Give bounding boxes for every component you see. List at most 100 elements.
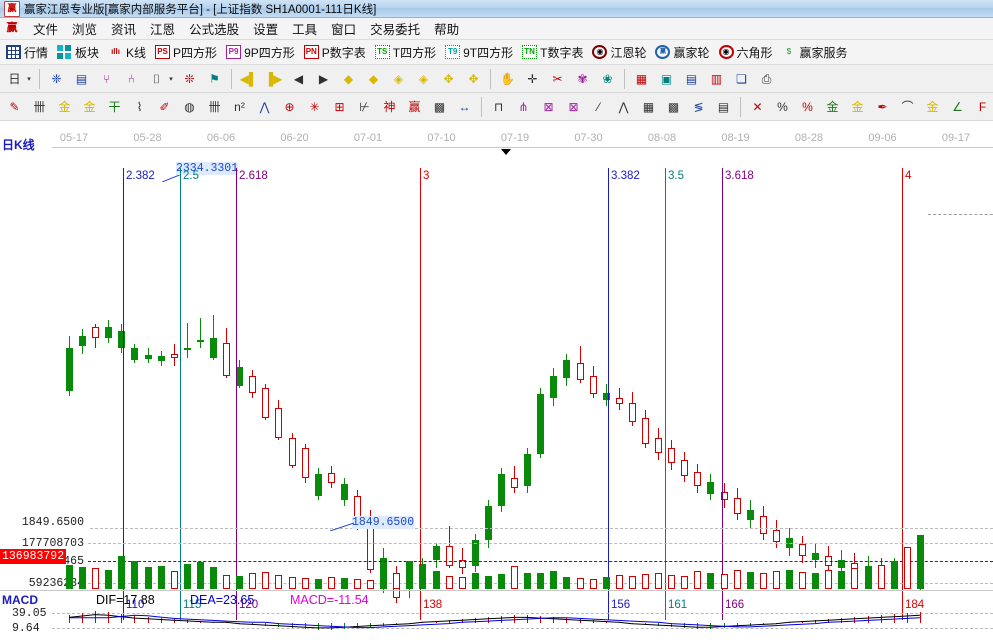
f-icon[interactable]: F [978,99,987,114]
feature-kline[interactable]: ıllı K线 [108,44,146,61]
gold2-icon[interactable]: 金 [926,99,939,114]
feature-t9[interactable]: T9 9T四方形 [445,44,513,61]
arrows-icon[interactable]: ↔ [458,99,471,114]
hand-icon[interactable]: ✋ [500,71,515,86]
shen-icon[interactable]: 神 [383,99,396,114]
menu-item-0[interactable]: 文件 [33,23,59,37]
gold-scale1-icon[interactable]: 金 [58,99,71,114]
channel-icon[interactable]: ⊬ [359,99,370,114]
calculator-icon[interactable]: ▣ [660,71,673,86]
next-icon[interactable]: ▶ [318,71,329,86]
feature-ps[interactable]: PS P四方形 [155,44,217,61]
macd-panel[interactable]: MACD DIF=17.88 DEA=23.65 MACD=-11.54 39.… [0,590,993,639]
matrix-icon[interactable]: ▩ [433,99,446,114]
save-icon[interactable]: ▥ [710,71,723,86]
calendar-icon[interactable]: ▦ [635,71,648,86]
grid-dark-icon[interactable]: ▩ [667,99,680,114]
fan-icon[interactable]: ⋀ [259,99,270,114]
period-day-button[interactable]: 日 [8,71,21,86]
ying-icon[interactable]: 赢 [408,99,421,114]
feature-pn[interactable]: PN P数字表 [303,44,366,61]
menu-item-1[interactable]: 浏览 [72,23,98,37]
pen2-icon[interactable]: ✐ [159,99,170,114]
arc-icon[interactable]: ⌒ [901,99,914,114]
zoom-right-icon[interactable]: ◆ [368,71,379,86]
print-icon[interactable]: ⎙ [761,71,772,86]
expand-icon[interactable]: ✥ [443,71,454,86]
gann-grid-icon[interactable]: ⊞ [334,99,345,114]
first-page-icon[interactable]: ◀▌ [239,71,258,86]
web-icon[interactable]: ✳ [309,99,320,114]
nsquared-icon[interactable]: n² [234,99,245,114]
feature-tn[interactable]: TN T数字表 [522,44,583,61]
zoom-left-icon[interactable]: ◆ [343,71,354,86]
pen3-icon[interactable]: ✒ [877,99,888,114]
gann-vertical-line-166[interactable] [722,168,723,620]
feature-p9[interactable]: P9 9P四方形 [226,44,295,61]
prev-icon[interactable]: ◀ [293,71,304,86]
rect-icon[interactable]: ⊓ [493,99,504,114]
box-fan-icon[interactable]: ⊠ [543,99,554,114]
grid-lines2-icon[interactable]: 卌 [208,99,221,114]
flag-icon[interactable]: ⚑ [209,71,220,86]
gold-scale2-icon[interactable]: 金 [83,99,96,114]
feature-dollar[interactable]: $ 赢家服务 [782,44,848,61]
crosshair-icon[interactable]: ✛ [527,71,538,86]
rays-icon[interactable]: ≶ [693,99,704,114]
gold-circle-icon[interactable]: 金 [826,99,839,114]
zigzag-icon[interactable]: ⋀ [618,99,629,114]
menu-item-6[interactable]: 工具 [292,23,318,37]
report-icon[interactable]: ▤ [685,71,698,86]
gann-vertical-line-161[interactable] [665,168,666,620]
list-icon[interactable]: ▤ [717,99,730,114]
percent-list-icon[interactable]: % [802,99,813,114]
copy-icon[interactable]: ❏ [736,71,747,86]
zoom-out-icon[interactable]: ◈ [418,71,429,86]
feature-winner-wheel[interactable]: 赢赢家轮 [655,44,710,61]
clipboard-icon[interactable]: ▤ [75,71,88,86]
menu-item-9[interactable]: 帮助 [434,23,460,37]
flower-icon[interactable]: ✾ [577,71,588,86]
feature-gann-wheel[interactable]: ◉ 江恩轮 [592,44,646,61]
gann-vertical-line-115[interactable] [180,168,181,620]
box-cross-icon[interactable]: ⊠ [568,99,579,114]
menu-item-8[interactable]: 交易委托 [370,23,421,37]
menu-item-3[interactable]: 江恩 [150,23,176,37]
zoom-in-icon[interactable]: ◈ [393,71,404,86]
feature-grid[interactable]: 行情 [6,44,48,61]
gann-vertical-line-110[interactable] [123,168,124,620]
cut-icon[interactable]: ✂ [552,71,563,86]
grid-large-icon[interactable]: ▦ [642,99,655,114]
menu-item-4[interactable]: 公式选股 [189,23,240,37]
redcross-icon[interactable]: ✕ [752,99,763,114]
menu-item-2[interactable]: 资讯 [111,23,137,37]
gann-vertical-line-184[interactable] [902,168,903,620]
percent-grid-icon[interactable]: 干 [108,99,121,114]
menu-item-7[interactable]: 窗口 [331,23,357,37]
column-dropdown[interactable]: ▾ [169,75,173,83]
angle-icon[interactable]: ∠ [952,99,963,114]
percent-icon[interactable]: % [777,99,788,114]
gann-vertical-line-138[interactable] [420,168,421,620]
trendline-icon[interactable]: ⁄ [597,99,600,114]
target-icon[interactable]: ⊕ [284,99,295,114]
grid-lines-icon[interactable]: 卌 [33,99,46,114]
kline3-icon[interactable]: ⑂ [102,71,111,86]
last-page-icon[interactable]: ▐▶ [264,71,283,86]
brain-icon[interactable]: ❀ [602,71,613,86]
circle-grid-icon[interactable]: ◍ [184,99,195,114]
gann-vertical-line-156[interactable] [608,168,609,620]
feature-hexagon[interactable]: ◉ 六角形 [718,44,773,61]
pen-icon[interactable]: ✎ [9,99,20,114]
kline9-icon[interactable]: ⑃ [127,71,136,86]
spiral-icon[interactable]: ⌇ [136,99,143,114]
gann-vertical-line-120[interactable] [236,168,237,620]
column-icon[interactable]: ⌷ [152,71,161,86]
network-icon[interactable]: ❈ [51,71,62,86]
feature-blocks[interactable]: 板块 [57,44,99,61]
gold-list-icon[interactable]: 金 [851,99,864,114]
gann-box-icon[interactable]: ❊ [184,71,195,86]
menu-item-5[interactable]: 设置 [253,23,279,37]
fan-lines-icon[interactable]: ⋔ [518,99,529,114]
period-dropdown[interactable]: ▾ [27,75,31,83]
